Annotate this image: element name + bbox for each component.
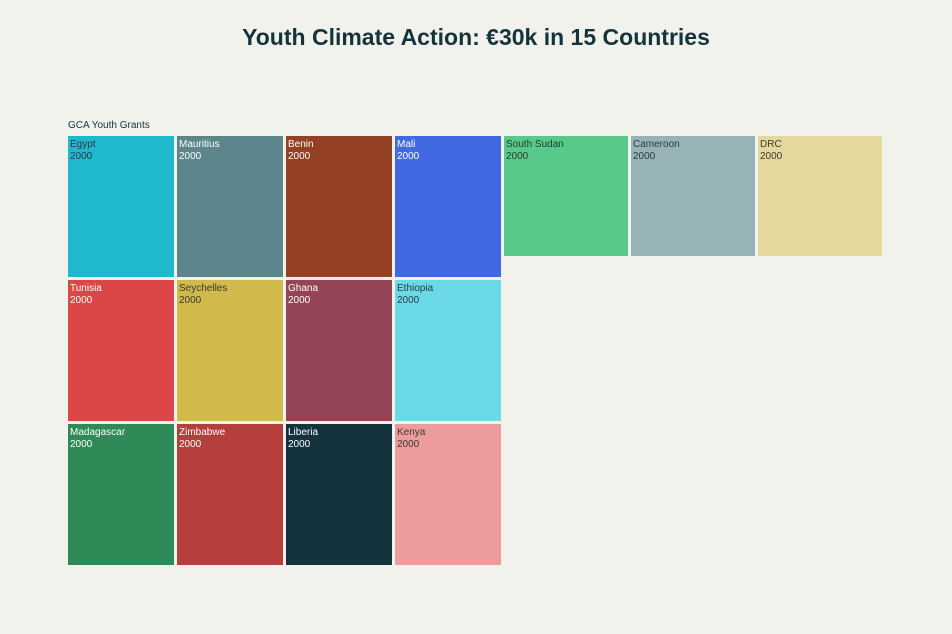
tile-value: 2000 <box>70 151 93 162</box>
tile-value: 2000 <box>397 439 420 450</box>
tile-value: 2000 <box>397 151 420 162</box>
tile-label: Seychelles <box>179 283 228 294</box>
chart-title: Youth Climate Action: €30k in 15 Countri… <box>242 24 710 50</box>
treemap-tile-mauritius[interactable]: Mauritius 2000 <box>177 136 283 277</box>
tile-value: 2000 <box>288 151 311 162</box>
tile-label: Tunisia <box>70 283 102 294</box>
treemap-tile-drc[interactable]: DRC 2000 <box>758 136 882 256</box>
treemap-tile-mali[interactable]: Mali 2000 <box>395 136 501 277</box>
tile-label: Madagascar <box>70 427 126 438</box>
treemap-tile-tunisia[interactable]: Tunisia 2000 <box>68 280 174 421</box>
tile-label: Ethiopia <box>397 283 434 294</box>
treemap-tile-benin[interactable]: Benin 2000 <box>286 136 392 277</box>
tile-value: 2000 <box>633 151 656 162</box>
tile-value: 2000 <box>179 295 202 306</box>
treemap-tile-cameroon[interactable]: Cameroon 2000 <box>631 136 755 256</box>
tile-label: Liberia <box>288 427 319 438</box>
tile-label: Cameroon <box>633 139 680 150</box>
tile-label: Egypt <box>70 139 96 150</box>
tile-label: Kenya <box>397 427 426 438</box>
tile-label: Ghana <box>288 283 319 294</box>
treemap-tile-ethiopia[interactable]: Ethiopia 2000 <box>395 280 501 421</box>
tile-value: 2000 <box>288 439 311 450</box>
group-label: GCA Youth Grants <box>68 120 150 131</box>
tile-value: 2000 <box>179 151 202 162</box>
treemap-tile-liberia[interactable]: Liberia 2000 <box>286 424 392 565</box>
treemap-tile-egypt[interactable]: Egypt 2000 <box>68 136 174 277</box>
tile-value: 2000 <box>506 151 529 162</box>
tile-label: Mauritius <box>179 139 220 150</box>
tile-value: 2000 <box>179 439 202 450</box>
tile-value: 2000 <box>70 295 93 306</box>
tile-label: Zimbabwe <box>179 427 226 438</box>
tile-value: 2000 <box>397 295 420 306</box>
tile-label: Mali <box>397 139 416 150</box>
tile-label: Benin <box>288 139 314 150</box>
treemap-tile-south-sudan[interactable]: South Sudan 2000 <box>504 136 628 256</box>
treemap-tile-kenya[interactable]: Kenya 2000 <box>395 424 501 565</box>
tile-label: South Sudan <box>506 139 564 150</box>
tile-label: DRC <box>760 139 782 150</box>
tile-value: 2000 <box>288 295 311 306</box>
treemap-tile-seychelles[interactable]: Seychelles 2000 <box>177 280 283 421</box>
treemap-tile-zimbabwe[interactable]: Zimbabwe 2000 <box>177 424 283 565</box>
tile-value: 2000 <box>70 439 93 450</box>
tile-value: 2000 <box>760 151 783 162</box>
treemap-tile-madagascar[interactable]: Madagascar 2000 <box>68 424 174 565</box>
treemap-tile-ghana[interactable]: Ghana 2000 <box>286 280 392 421</box>
